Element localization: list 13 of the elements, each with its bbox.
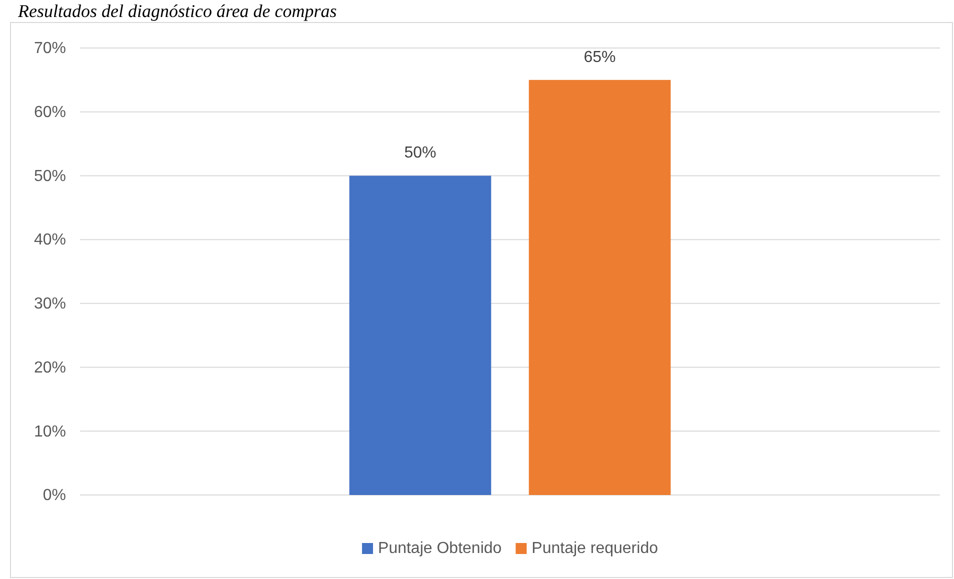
legend-label: Puntaje requerido — [532, 540, 658, 557]
y-tick-label: 0% — [42, 487, 66, 504]
legend-label: Puntaje Obtenido — [378, 540, 502, 557]
y-tick-label: 30% — [34, 296, 66, 313]
chart-title: Resultados del diagnóstico área de compras — [17, 1, 337, 21]
y-tick-label: 40% — [34, 232, 66, 249]
data-label: 65% — [584, 48, 616, 66]
y-tick-label: 60% — [34, 104, 66, 121]
y-tick-label: 70% — [34, 40, 66, 58]
y-tick-label: 10% — [34, 423, 66, 440]
y-tick-label: 20% — [34, 359, 66, 376]
data-label: 50% — [404, 144, 436, 162]
y-tick-label: 50% — [34, 168, 66, 185]
